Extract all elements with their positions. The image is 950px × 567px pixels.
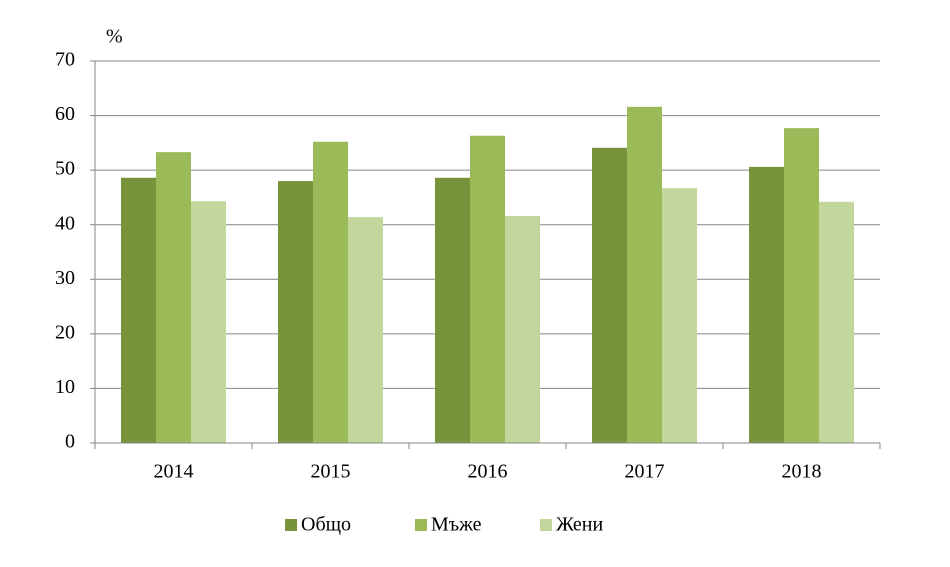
- x-tick-label: 2014: [154, 461, 194, 483]
- legend-swatch: [540, 519, 552, 531]
- bar: [121, 177, 156, 444]
- bar: [435, 177, 470, 444]
- y-tick-label: 50: [55, 158, 75, 180]
- bar: [784, 128, 819, 443]
- y-tick-label: 70: [55, 49, 75, 71]
- bar: [191, 201, 226, 443]
- y-tick-label: 20: [55, 321, 75, 343]
- legend-label: Общо: [301, 514, 351, 536]
- y-tick-label: 10: [55, 376, 75, 398]
- y-tick-label: 30: [55, 267, 75, 289]
- bar: [662, 188, 697, 443]
- bar: [278, 181, 313, 444]
- bar: [505, 215, 540, 443]
- bar: [749, 166, 784, 443]
- bar: [627, 106, 662, 443]
- legend-label: Жени: [556, 514, 603, 536]
- bar: [470, 135, 505, 443]
- y-tick-label: 60: [55, 103, 75, 125]
- bar: [348, 217, 383, 443]
- bar: [313, 141, 348, 443]
- x-tick-label: 2017: [625, 461, 665, 483]
- x-tick-label: 2015: [311, 461, 351, 483]
- x-tick-label: 2016: [468, 461, 508, 483]
- legend-swatch: [285, 519, 297, 531]
- bar: [592, 147, 627, 444]
- y-axis-unit: %: [106, 26, 123, 48]
- y-tick-label: 40: [55, 212, 75, 234]
- legend-swatch: [415, 519, 427, 531]
- legend-label: Мъже: [431, 514, 482, 536]
- bar: [156, 152, 191, 444]
- y-tick-label: 0: [65, 431, 75, 453]
- bar: [819, 201, 854, 443]
- x-tick-label: 2018: [782, 461, 822, 483]
